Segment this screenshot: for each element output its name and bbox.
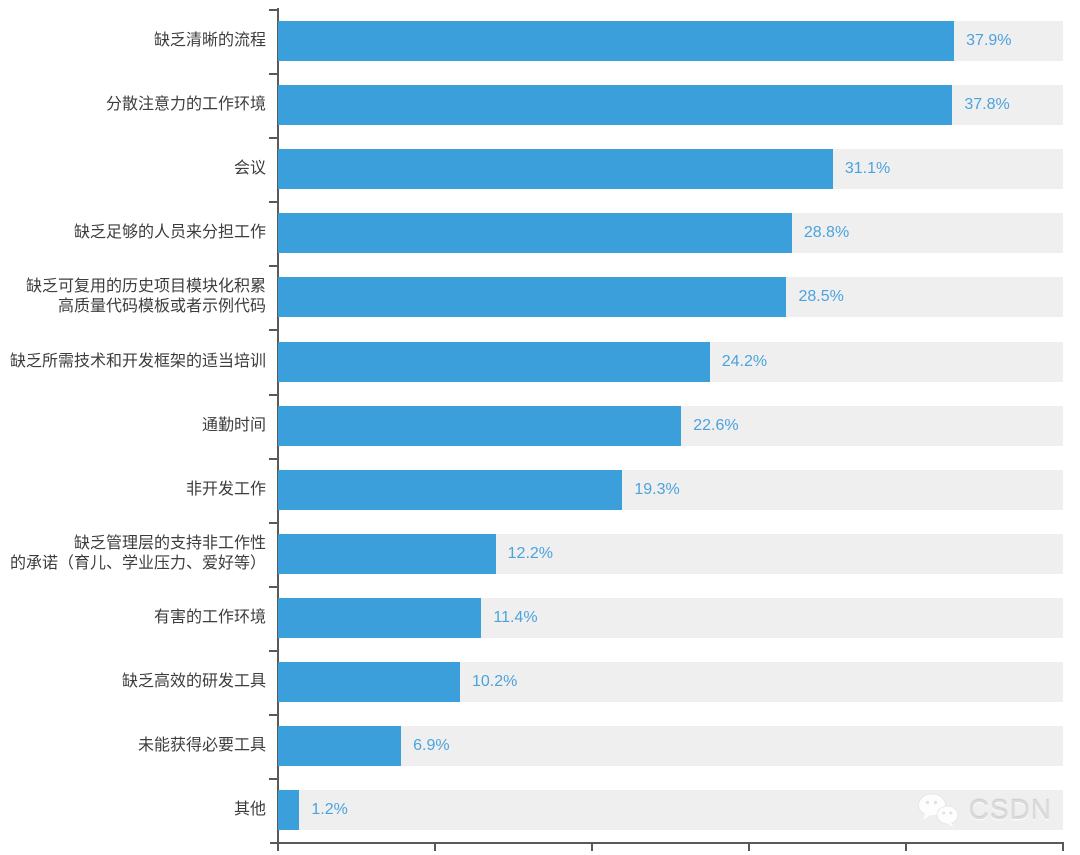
category-label: 有害的工作环境 [153, 609, 266, 626]
category-label: 分散注意力的工作环境 [105, 96, 266, 113]
category-label: 其他 [233, 801, 266, 818]
watermark-text: CSDN [968, 794, 1052, 825]
value-label: 28.5% [798, 288, 844, 305]
bar-row: 分散注意力的工作环境 37.8% [0, 85, 1080, 125]
bar-fill [278, 470, 623, 510]
bar-row: 缺乏管理层的支持非工作性 的承诺（育儿、学业压力、爱好等） 12.2% [0, 534, 1080, 574]
wechat-icon [917, 793, 959, 828]
bar-fill [278, 662, 460, 702]
bar-fill [278, 726, 402, 766]
bar-fill [278, 534, 496, 574]
category-label: 通勤时间 [201, 417, 266, 434]
value-label: 6.9% [413, 737, 450, 754]
bar-fill [278, 342, 710, 382]
bar-row: 未能获得必要工具 6.9% [0, 726, 1080, 766]
category-label: 缺乏足够的人员来分担工作 [73, 224, 266, 241]
bar-track: 19.3% [278, 470, 1063, 510]
value-label: 10.2% [471, 673, 518, 690]
value-label: 37.9% [966, 32, 1012, 49]
bar-track: 10.2% [278, 662, 1063, 702]
category-label: 缺乏所需技术和开发框架的适当培训 [9, 353, 266, 370]
bar-row: 会议 31.1% [0, 149, 1080, 189]
category-label: 缺乏清晰的流程 [153, 32, 266, 49]
bar-fill [278, 277, 787, 317]
bar-row: 缺乏高效的研发工具 10.2% [0, 662, 1080, 702]
bar-fill [278, 213, 792, 253]
value-label: 19.3% [634, 481, 680, 498]
bar-fill [278, 790, 300, 830]
watermark: CSDN [916, 788, 1052, 832]
value-label: 11.4% [493, 609, 538, 626]
value-label: 24.2% [721, 353, 768, 370]
bar-row: 缺乏足够的人员来分担工作 28.8% [0, 213, 1080, 253]
category-label: 未能获得必要工具 [137, 737, 266, 754]
bar-track: 37.8% [278, 85, 1063, 125]
bar-fill [278, 598, 482, 638]
bar-row: 缺乏清晰的流程 37.9% [0, 21, 1080, 61]
bar-track: 37.9% [278, 21, 1063, 61]
bar-row: 缺乏可复用的历史项目模块化积累 高质量代码模板或者示例代码 28.5% [0, 277, 1080, 317]
bar-track: 6.9% [278, 726, 1063, 766]
bar-row: 有害的工作环境 11.4% [0, 598, 1080, 638]
x-axis-line [270, 842, 1064, 844]
category-label: 非开发工作 [185, 481, 266, 498]
bar-fill [278, 149, 833, 189]
bar-track: 31.1% [278, 149, 1063, 189]
bar-track: 28.8% [278, 213, 1063, 253]
value-label: 37.8% [964, 96, 1010, 113]
bar-fill [278, 406, 682, 446]
value-label: 22.6% [693, 417, 739, 434]
category-label: 缺乏高效的研发工具 [121, 673, 266, 690]
category-label: 缺乏可复用的历史项目模块化积累 高质量代码模板或者示例代码 [25, 278, 266, 315]
bar-row: 缺乏所需技术和开发框架的适当培训 24.2% [0, 342, 1080, 382]
bar-row: 非开发工作 19.3% [0, 470, 1080, 510]
bar-row: 通勤时间 22.6% [0, 406, 1080, 446]
bar-track: 22.6% [278, 406, 1063, 446]
bar-track: 28.5% [278, 277, 1063, 317]
bar-fill [278, 85, 953, 125]
bar-track: 12.2% [278, 534, 1063, 574]
bar-track: 11.4% [278, 598, 1063, 638]
value-label: 12.2% [507, 545, 554, 562]
bar-track: 24.2% [278, 342, 1063, 382]
value-label: 1.2% [311, 801, 348, 818]
value-label: 28.8% [803, 224, 850, 241]
value-label: 31.1% [844, 160, 891, 177]
category-label: 会议 [233, 160, 266, 177]
bar-fill [278, 21, 955, 61]
category-label: 缺乏管理层的支持非工作性 的承诺（育儿、学业压力、爱好等） [9, 535, 266, 572]
